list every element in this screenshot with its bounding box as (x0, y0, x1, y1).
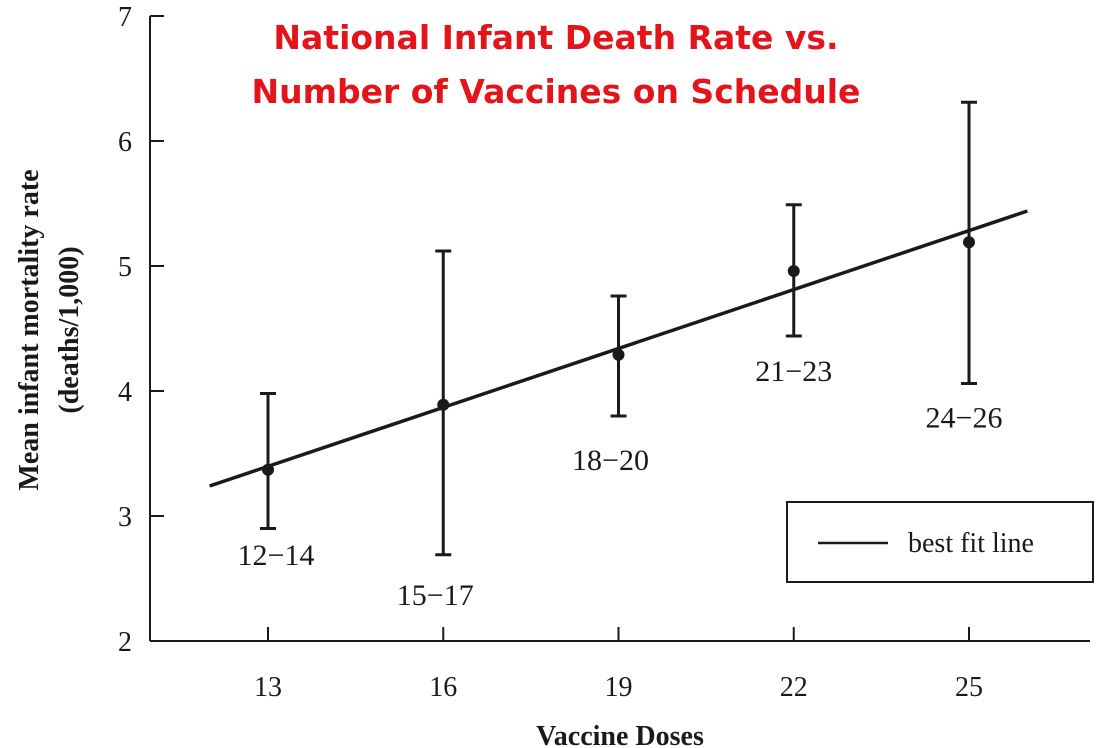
point-label: 21−23 (755, 355, 832, 388)
x-tick-label: 25 (955, 672, 983, 703)
y-tick-label: 7 (118, 2, 132, 33)
y-tick-label: 5 (118, 252, 132, 283)
data-point (262, 463, 274, 476)
x-tick-label: 22 (780, 672, 808, 703)
y-tick-label: 4 (118, 377, 132, 408)
data-point (787, 265, 800, 277)
point-label: 15−17 (397, 579, 474, 612)
data-point (612, 348, 625, 361)
point-label: 24−26 (926, 401, 1003, 434)
x-tick-label: 19 (605, 672, 633, 703)
chart-title-line-1: National Infant Death Rate vs. (273, 18, 839, 57)
y-axis-title-line-2: (deaths/1,000) (54, 246, 85, 413)
y-tick-label: 3 (118, 502, 132, 533)
y-tick-label: 2 (118, 627, 132, 658)
data-point (963, 236, 975, 249)
x-tick-label: 13 (254, 672, 282, 703)
axes: 2 3 4 5 6 7 13 16 19 22 25 (118, 2, 1090, 703)
x-tick-label: 16 (429, 672, 457, 703)
y-tick-label: 6 (118, 127, 132, 158)
point-label: 18−20 (572, 444, 649, 477)
legend-label: best fit line (908, 528, 1034, 559)
legend: best fit line (786, 501, 1094, 583)
chart-title-line-2: Number of Vaccines on Schedule (251, 72, 861, 111)
y-axis-title-line-1: Mean infant mortality rate (14, 169, 45, 490)
point-label: 12−14 (238, 539, 315, 572)
chart-marks: 12−14 15−17 18−20 21−23 24−26 (209, 100, 1028, 612)
x-axis-title: Vaccine Doses (536, 721, 704, 748)
data-point (437, 398, 450, 411)
